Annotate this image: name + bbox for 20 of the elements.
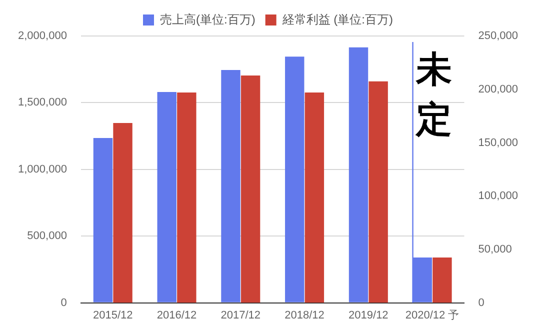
x-tick-label: 2016/12 [156,309,197,322]
y-tick-label: 1,000,000 [18,163,67,176]
x-tick-label: 2017/12 [220,309,261,322]
legend-label: 経常利益 (単位:百万) [281,12,394,26]
y2-tick-label: 200,000 [478,83,518,96]
x-tick-label: 2015/12 [92,309,133,322]
y-tick-label: 500,000 [27,230,67,242]
annotation: 未定 [414,49,452,140]
y2-tick-label: 50,000 [478,243,512,256]
y-tick-label: 0 [60,296,67,309]
y-tick-label: 2,000,000 [18,30,67,42]
y2-tick-label: 150,000 [478,136,518,149]
y2-tick-label: 100,000 [478,190,518,202]
y2-tick-label: 0 [478,296,484,309]
y2-tick-label: 250,000 [478,30,518,42]
x-tick-label: 2018/12 [284,309,324,322]
x-tick-label: 2019/12 [348,309,388,322]
legend-label: 売上高(単位:百万) [160,12,256,26]
x-tick-label: 2020/12 予 [405,309,460,322]
y-tick-label: 1,500,000 [18,96,67,109]
